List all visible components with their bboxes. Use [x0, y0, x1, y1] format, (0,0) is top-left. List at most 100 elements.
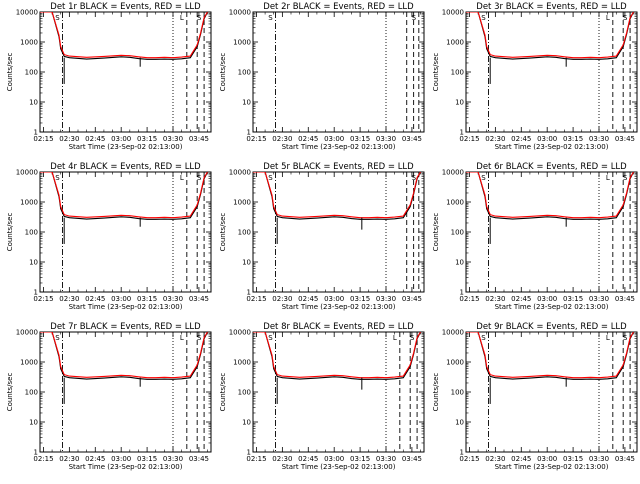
- lld-series-line: [253, 172, 421, 219]
- x-tick-label: 03:30: [589, 455, 609, 463]
- y-axis-label: Counts/sec: [219, 213, 227, 252]
- x-tick-label: 02:45: [298, 455, 318, 463]
- lld-series-line: [466, 332, 634, 379]
- x-tick-label: 03:00: [324, 135, 344, 143]
- plot-frame: [465, 11, 638, 133]
- y-tick-label: 1000: [233, 199, 251, 207]
- plot-frame: [39, 331, 212, 453]
- plot-frame: [252, 331, 425, 453]
- x-tick-label: 02:15: [459, 295, 479, 303]
- x-tick-label: 03:45: [189, 455, 209, 463]
- y-tick-label: 10: [29, 259, 38, 267]
- y-tick-label: 10000: [229, 169, 251, 177]
- x-tick-label: 02:15: [459, 135, 479, 143]
- x-tick-label: 03:30: [163, 295, 183, 303]
- x-tick-label: 03:00: [111, 455, 131, 463]
- x-tick-label: 02:30: [272, 135, 292, 143]
- saa-marker-label: S: [197, 14, 202, 22]
- saa-marker-label: L: [180, 334, 184, 342]
- panel-1: Det 1r BLACK = Events, RED = LLD 1 10 100 10…: [6, 2, 212, 151]
- plot-frame: [252, 11, 425, 133]
- lld-series-line: [40, 12, 208, 59]
- x-tick-label: 02:30: [485, 295, 505, 303]
- x-tick-label: 03:45: [402, 135, 422, 143]
- panel-title: Det 5r BLACK = Events, RED = LLD: [263, 162, 414, 172]
- x-tick-label: 03:15: [350, 295, 370, 303]
- panel-7: Det 7r BLACK = Events, RED = LLD 1 10 100 10…: [6, 322, 212, 471]
- x-axis-label: Start Time (23-Sep-02 02:13:00): [495, 143, 609, 151]
- x-tick-label: 02:30: [485, 455, 505, 463]
- events-series-line: [253, 172, 421, 220]
- panel-title: Det 2r BLACK = Events, RED = LLD: [263, 2, 414, 12]
- saa-marker-label: S: [623, 334, 628, 342]
- saa-marker-label: S: [55, 14, 60, 22]
- x-axis-label: Start Time (23-Sep-02 02:13:00): [69, 143, 183, 151]
- x-tick-label: 03:15: [350, 135, 370, 143]
- panel-title: Det 1r BLACK = Events, RED = LLD: [50, 2, 201, 12]
- events-series-line: [466, 12, 634, 60]
- saa-marker-label: S: [268, 334, 273, 342]
- x-tick-label: 03:30: [376, 295, 396, 303]
- series-group: [40, 12, 208, 84]
- x-axis-label: Start Time (23-Sep-02 02:13:00): [282, 143, 396, 151]
- panel-title: Det 9r BLACK = Events, RED = LLD: [476, 322, 627, 332]
- x-tick-label: 03:15: [563, 455, 583, 463]
- x-tick-label: 03:45: [615, 135, 635, 143]
- x-tick-label: 03:00: [324, 295, 344, 303]
- x-axis-label: Start Time (23-Sep-02 02:13:00): [282, 303, 396, 311]
- saa-marker-label: S: [197, 174, 202, 182]
- y-tick-label: 10: [455, 259, 464, 267]
- panel-title: Det 4r BLACK = Events, RED = LLD: [50, 162, 201, 172]
- panel-title: Det 8r BLACK = Events, RED = LLD: [263, 322, 414, 332]
- panel-9: Det 9r BLACK = Events, RED = LLD 1 10 100 10…: [432, 322, 638, 471]
- lld-series-line: [40, 332, 208, 379]
- saa-marker-label: S: [268, 174, 273, 182]
- x-tick-label: 02:30: [272, 455, 292, 463]
- saa-marker-label: S: [412, 174, 417, 182]
- y-tick-label: 100: [25, 389, 38, 397]
- x-tick-label: 02:30: [59, 295, 79, 303]
- x-tick-label: 02:30: [485, 135, 505, 143]
- y-tick-label: 1000: [446, 199, 464, 207]
- y-tick-label: 10000: [229, 9, 251, 17]
- x-tick-label: 02:30: [272, 295, 292, 303]
- saa-marker-label: L: [180, 174, 184, 182]
- x-tick-label: 03:00: [324, 455, 344, 463]
- plot-frame: [39, 171, 212, 293]
- x-tick-label: 02:45: [85, 295, 105, 303]
- saa-marker-label: L: [606, 14, 610, 22]
- y-tick-label: 1: [34, 289, 38, 297]
- y-axis-label: Counts/sec: [219, 373, 227, 412]
- y-tick-label: 10000: [442, 329, 464, 337]
- panel-title: Det 6r BLACK = Events, RED = LLD: [476, 162, 627, 172]
- x-tick-label: 03:15: [563, 295, 583, 303]
- x-tick-label: 03:15: [563, 135, 583, 143]
- events-series-line: [466, 332, 634, 380]
- y-axis-label: Counts/sec: [432, 53, 440, 92]
- x-tick-label: 02:15: [246, 135, 266, 143]
- x-tick-label: 02:45: [511, 295, 531, 303]
- plot-frame: [252, 171, 425, 293]
- x-tick-label: 03:15: [137, 455, 157, 463]
- events-series-line: [253, 332, 421, 380]
- plot-frame: [465, 331, 638, 453]
- saa-marker-label: S: [481, 334, 486, 342]
- saa-marker-label: S: [410, 334, 415, 342]
- y-tick-label: 10000: [442, 9, 464, 17]
- series-group: [40, 332, 208, 404]
- y-tick-label: 1: [34, 449, 38, 457]
- y-tick-label: 1000: [233, 39, 251, 47]
- y-tick-label: 100: [238, 389, 251, 397]
- x-tick-label: 02:15: [459, 455, 479, 463]
- y-tick-label: 1: [247, 129, 251, 137]
- x-tick-label: 03:45: [615, 455, 635, 463]
- y-tick-label: 10: [242, 259, 251, 267]
- x-tick-label: 02:45: [85, 135, 105, 143]
- y-axis-label: Counts/sec: [6, 373, 14, 412]
- y-tick-label: 10: [29, 99, 38, 107]
- y-tick-label: 1000: [233, 359, 251, 367]
- panel-3: Det 3r BLACK = Events, RED = LLD 1 10 100 10…: [432, 2, 638, 151]
- y-tick-label: 1: [247, 289, 251, 297]
